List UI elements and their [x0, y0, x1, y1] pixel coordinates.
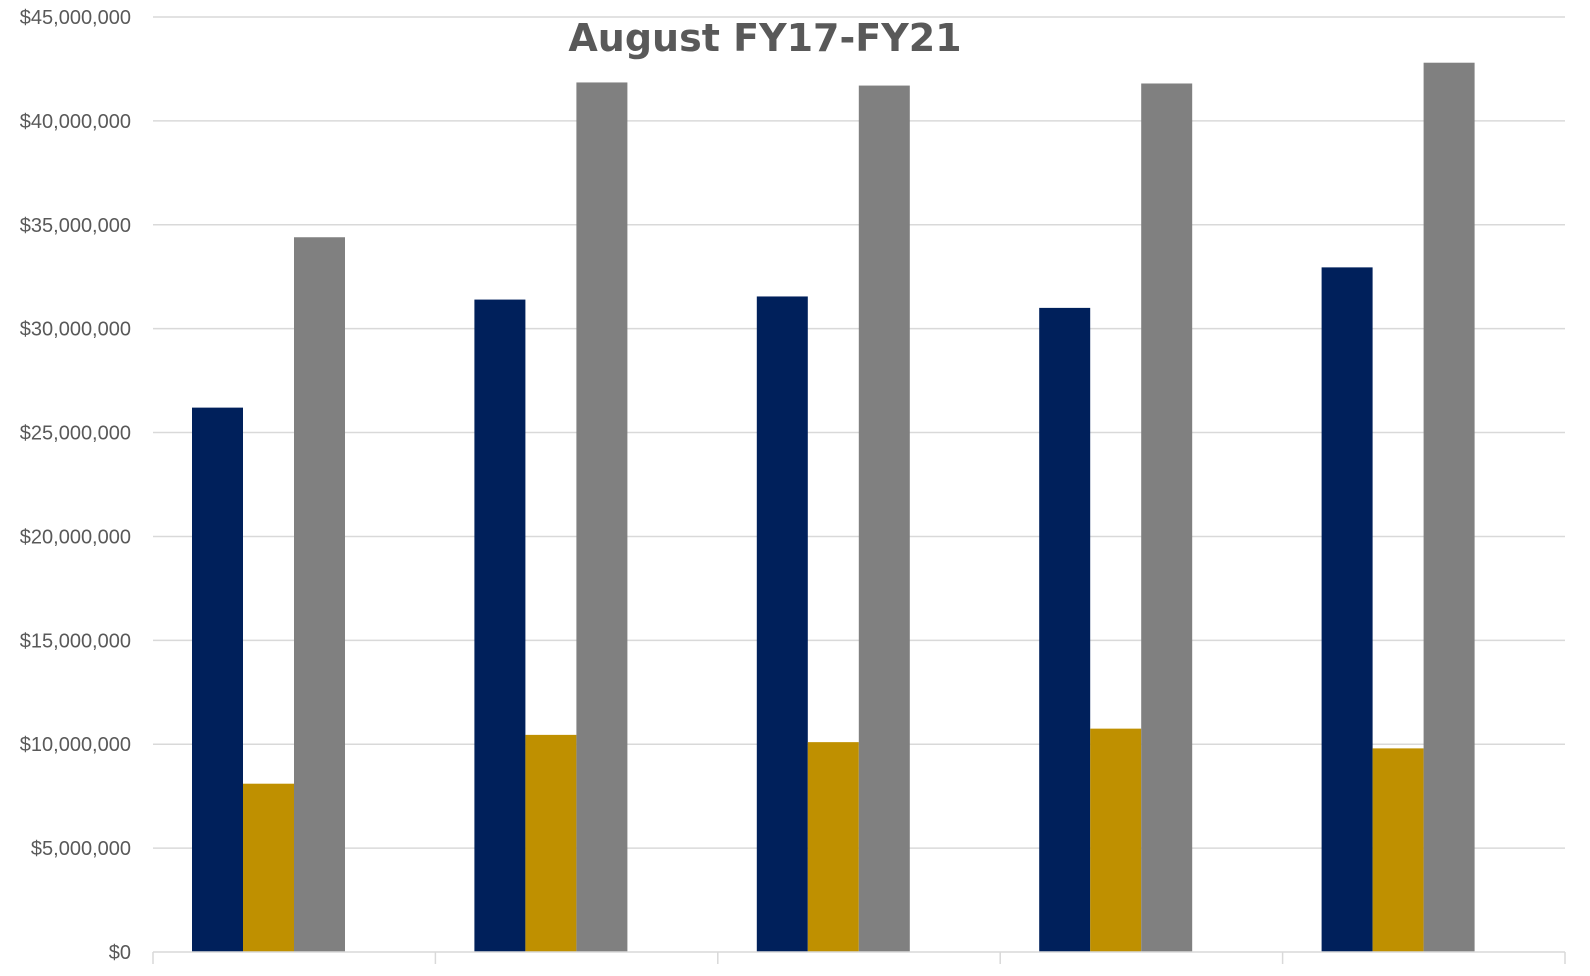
y-tick-label: $40,000,000 [20, 111, 131, 133]
bar [858, 85, 910, 953]
y-tick-label: $45,000,000 [20, 7, 131, 29]
bar [294, 237, 345, 952]
bar [474, 299, 526, 953]
bars [192, 62, 1475, 953]
bar [576, 82, 628, 952]
bar [1039, 307, 1091, 952]
y-tick-label: $5,000,000 [31, 838, 131, 860]
bar [807, 742, 859, 952]
y-tick-label: $15,000,000 [20, 630, 131, 652]
bar [1321, 267, 1373, 953]
y-tick-label: $0 [109, 942, 131, 964]
x-axis [152, 951, 1566, 964]
y-tick-label: $30,000,000 [20, 319, 131, 341]
bar [525, 734, 577, 952]
y-tick-label: $20,000,000 [20, 526, 131, 548]
chart-title: August FY17-FY21 [568, 16, 961, 60]
y-tick-label: $10,000,000 [20, 734, 131, 756]
y-tick-label: $25,000,000 [20, 423, 131, 445]
bar [1090, 728, 1142, 952]
bar [1423, 62, 1475, 952]
bar [192, 407, 243, 953]
y-tick-label: $35,000,000 [20, 215, 131, 237]
bar [1141, 83, 1193, 952]
y-axis-tick-labels: $0 $5,000,000 $10,000,000 $15,000,000 $20,00… [20, 7, 131, 964]
bar [1372, 748, 1424, 952]
bar [243, 783, 294, 952]
bar [756, 296, 808, 952]
